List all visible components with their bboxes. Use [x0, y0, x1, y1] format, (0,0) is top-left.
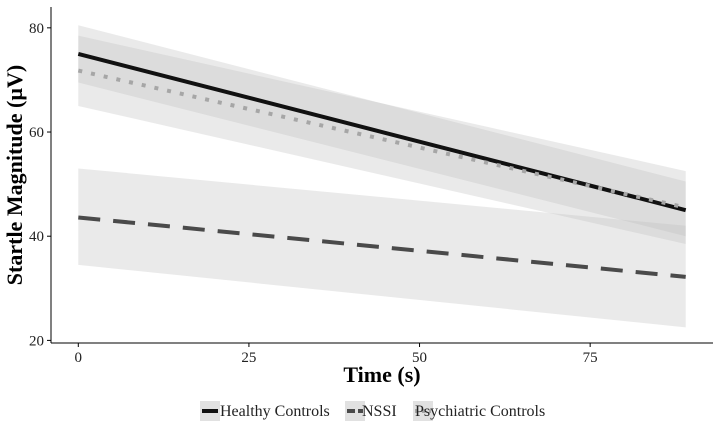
y-tick-label: 60: [29, 125, 44, 141]
y-tick-label: 40: [29, 229, 44, 245]
x-tick-label: 50: [412, 350, 427, 366]
y-axis-ticks: 20 40 60 80: [29, 21, 51, 349]
y-axis-title: Startle Magnitude (µV): [2, 65, 27, 285]
legend-label-0: Healthy Controls: [220, 403, 330, 420]
y-tick-label: 80: [29, 21, 44, 37]
x-tick-label: 0: [75, 350, 83, 366]
legend-label-2: Psychiatric Controls: [415, 403, 545, 420]
legend-label-1: NSSI: [362, 403, 397, 420]
ci-band-1: [78, 168, 686, 328]
x-tick-label: 75: [583, 350, 598, 366]
x-axis-title: Time (s): [343, 362, 420, 387]
legend: Healthy Controls NSSI Psychiatric Controls: [200, 401, 545, 421]
y-tick-label: 20: [29, 333, 44, 349]
x-axis-ticks: 0 25 50 75: [75, 343, 598, 366]
x-tick-label: 25: [241, 350, 256, 366]
series-lines: [77, 51, 687, 279]
series-line-0: [77, 51, 687, 213]
series-line-1: [78, 215, 686, 279]
confidence-bands: [78, 25, 686, 328]
ci-band-2: [78, 35, 686, 245]
